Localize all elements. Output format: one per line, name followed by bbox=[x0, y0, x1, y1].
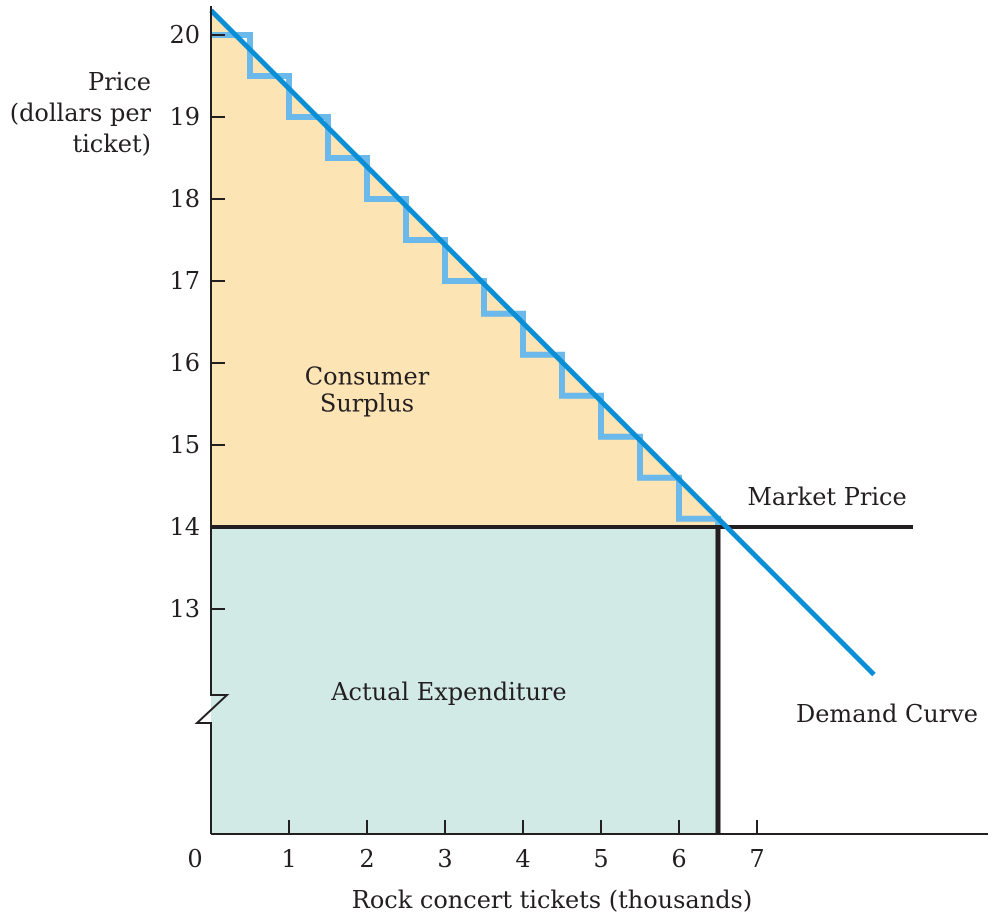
y-tick-label: 14 bbox=[169, 513, 200, 541]
demand-curve-label: Demand Curve bbox=[796, 700, 978, 728]
regions-layer bbox=[211, 10, 727, 834]
y-axis-title-line: Price bbox=[88, 68, 151, 96]
y-tick-label: 19 bbox=[169, 103, 200, 131]
x-tick-label: 2 bbox=[359, 845, 374, 873]
y-tick-label: 17 bbox=[169, 267, 200, 295]
y-axis-title-line: (dollars per bbox=[10, 99, 152, 127]
actual-expenditure-label: Actual Expenditure bbox=[330, 678, 566, 706]
demand-curve-line bbox=[209, 8, 876, 677]
market-price-label: Market Price bbox=[747, 483, 906, 511]
y-tick-label: 20 bbox=[169, 21, 200, 49]
y-axis-title-line: ticket) bbox=[72, 130, 151, 158]
y-tick-label: 18 bbox=[169, 185, 200, 213]
x-tick-label: 5 bbox=[593, 845, 608, 873]
labels-layer: Price (dollars per ticket) Rock concert tic… bbox=[10, 68, 978, 914]
x-tick-label: 0 bbox=[187, 845, 202, 873]
actual-expenditure-region bbox=[211, 527, 718, 834]
y-tick-label: 16 bbox=[169, 349, 200, 377]
consumer-surplus-label: Surplus bbox=[320, 389, 414, 417]
y-tick-label: 13 bbox=[169, 595, 200, 623]
x-axis-title: Rock concert tickets (thousands) bbox=[352, 886, 752, 914]
x-tick-label: 3 bbox=[437, 845, 452, 873]
axes-layer: 13 14 15 16 17 18 19 20 0 1 2 3 4 5 6 7 bbox=[169, 6, 988, 873]
x-tick-label: 7 bbox=[749, 845, 764, 873]
x-tick-label: 4 bbox=[515, 845, 530, 873]
x-tick-label: 6 bbox=[671, 845, 686, 873]
y-axis bbox=[194, 6, 230, 834]
lines-layer bbox=[209, 8, 913, 834]
consumer-surplus-label: Consumer bbox=[305, 362, 430, 390]
x-tick-label: 1 bbox=[281, 845, 296, 873]
y-tick-label: 15 bbox=[169, 431, 200, 459]
